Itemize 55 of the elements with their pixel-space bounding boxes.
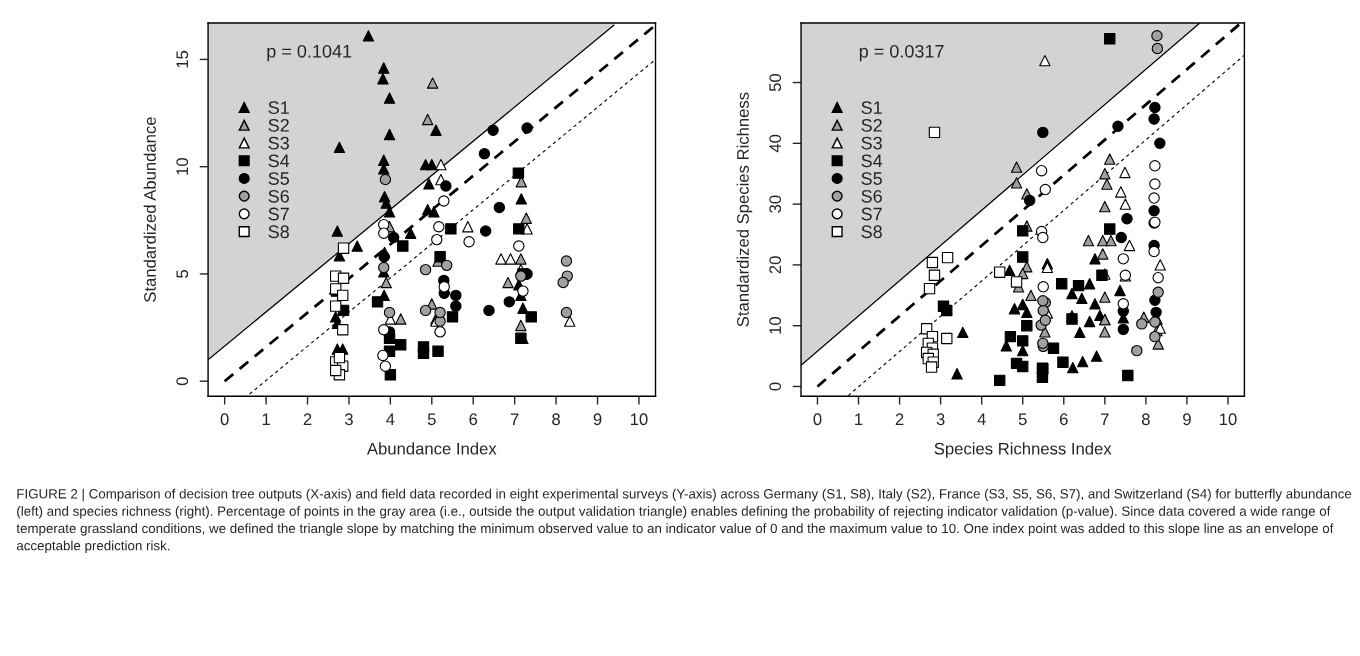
y-tick-label: 30 xyxy=(769,195,782,213)
y-tick-label: 0 xyxy=(769,382,782,391)
x-tick-label: 10 xyxy=(1219,413,1237,426)
x-axis-title: Abundance Index xyxy=(366,442,497,455)
y-tick-label: 10 xyxy=(769,317,782,334)
legend-label: S2 xyxy=(861,118,882,132)
x-tick-label: 8 xyxy=(1141,413,1150,426)
y-tick-label: 0 xyxy=(176,377,189,386)
x-tick-label: 5 xyxy=(1018,413,1027,426)
y-tick-label: 15 xyxy=(176,50,189,68)
x-tick-label: 1 xyxy=(262,413,270,425)
x-tick-label: 5 xyxy=(427,413,436,426)
x-tick-label: 2 xyxy=(303,413,312,425)
legend-label: S8 xyxy=(861,225,882,239)
x-tick-label: 8 xyxy=(552,413,560,426)
legend-label: S2 xyxy=(268,118,289,132)
x-tick-label: 9 xyxy=(593,413,602,426)
y-tick-label: 20 xyxy=(769,256,782,274)
x-tick-label: 9 xyxy=(1183,413,1191,426)
annotation: p = 0.0317 xyxy=(859,44,944,62)
y-axis-title: Standardized Species Richness xyxy=(736,92,753,327)
x-tick-label: 10 xyxy=(630,413,648,426)
y-axis-title: Standardized Abundance xyxy=(143,117,156,302)
x-tick-label: 0 xyxy=(220,413,229,426)
x-tick-label: 6 xyxy=(1059,413,1068,426)
x-axis-title: Species Richness Index xyxy=(934,442,1112,458)
x-tick-label: 3 xyxy=(936,413,945,426)
x-tick-label: 4 xyxy=(977,413,986,425)
x-tick-label: 7 xyxy=(1101,413,1109,425)
y-tick-label: 50 xyxy=(769,73,782,92)
x-tick-label: 7 xyxy=(510,413,519,425)
legend-label: S6 xyxy=(268,189,289,203)
legend-label: S4 xyxy=(268,154,290,168)
legend-label: S3 xyxy=(268,136,289,150)
annotation: p = 0.1041 xyxy=(267,44,352,62)
legend-label: S8 xyxy=(268,225,289,239)
legend-label: S6 xyxy=(861,189,882,203)
x-tick-label: 4 xyxy=(386,413,395,425)
legend-label: S3 xyxy=(861,136,882,150)
legend-label: S1 xyxy=(268,101,289,114)
legend-label: S5 xyxy=(861,172,882,185)
caption: FIGURE 2 | Comparison of decision tree outputs (X-axis) and field data recorded in eight experimental surveys (Y-axis) across Germany (S1, S8), Italy (S2), France (S3, S5, S6, S7), and Switzerland (S4) for butterfly abundance (left) and species richness (right). Percentage of points in the gray area (i.e., outside the output validation triangle) enables defining the probability of rejecting indicator validation (p-value). Since data covered a wide range of temperate grassland conditions, we defined the triangle slope by matching the minimum observed value to an indicator value of 0 and the maximum value to 10. One index point was added to this slope line as an envelope of acceptable prediction risk. xyxy=(16,488,1352,553)
x-tick-label: 0 xyxy=(813,413,822,426)
x-tick-label: 3 xyxy=(344,413,353,426)
x-tick-label: 1 xyxy=(855,413,863,425)
legend-label: S4 xyxy=(861,154,883,168)
legend-label: S7 xyxy=(268,207,289,221)
y-tick-label: 5 xyxy=(176,270,189,278)
y-tick-label: 40 xyxy=(769,134,782,153)
x-tick-label: 6 xyxy=(469,413,478,426)
legend-label: S5 xyxy=(268,172,289,185)
legend-label: S1 xyxy=(861,101,882,114)
y-tick-label: 10 xyxy=(176,158,189,175)
legend-label: S7 xyxy=(861,207,882,221)
x-tick-label: 2 xyxy=(895,413,904,425)
